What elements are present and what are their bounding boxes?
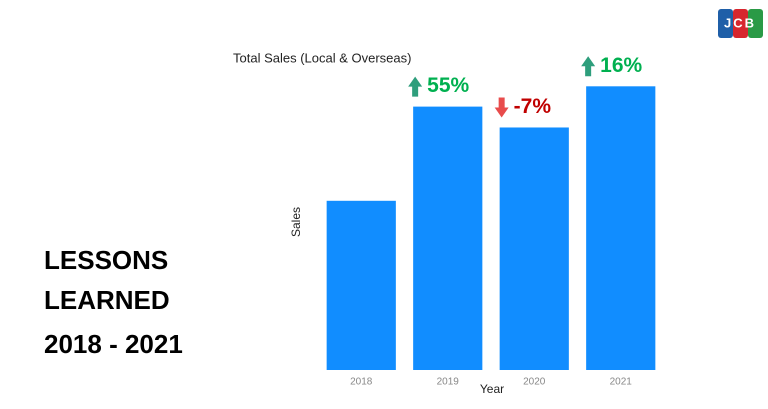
- heading: LEARNED: [44, 285, 170, 315]
- x-tick-label: 2019: [437, 377, 460, 388]
- bar: [499, 127, 569, 370]
- change-arrow: [494, 97, 509, 118]
- change-arrow: [581, 56, 596, 77]
- change-label: -7%: [514, 95, 552, 118]
- x-tick-label: 2020: [523, 377, 546, 388]
- change-arrow: [408, 76, 423, 97]
- logo-text: JCB: [724, 15, 756, 30]
- y-axis-label: Sales: [289, 207, 303, 237]
- change-label: 16%: [600, 54, 642, 77]
- heading: LESSONS: [44, 245, 168, 275]
- bar: [586, 86, 656, 371]
- x-tick-label: 2018: [350, 377, 373, 388]
- bar: [413, 106, 483, 370]
- x-tick-label: 2021: [610, 377, 633, 388]
- change-label: 55%: [427, 74, 469, 97]
- x-axis-label: Year: [480, 382, 504, 396]
- period: 2018 - 2021: [44, 329, 183, 359]
- bar: [326, 200, 396, 370]
- chart-title: Total Sales (Local & Overseas): [233, 50, 411, 65]
- logo: JCB: [718, 9, 763, 38]
